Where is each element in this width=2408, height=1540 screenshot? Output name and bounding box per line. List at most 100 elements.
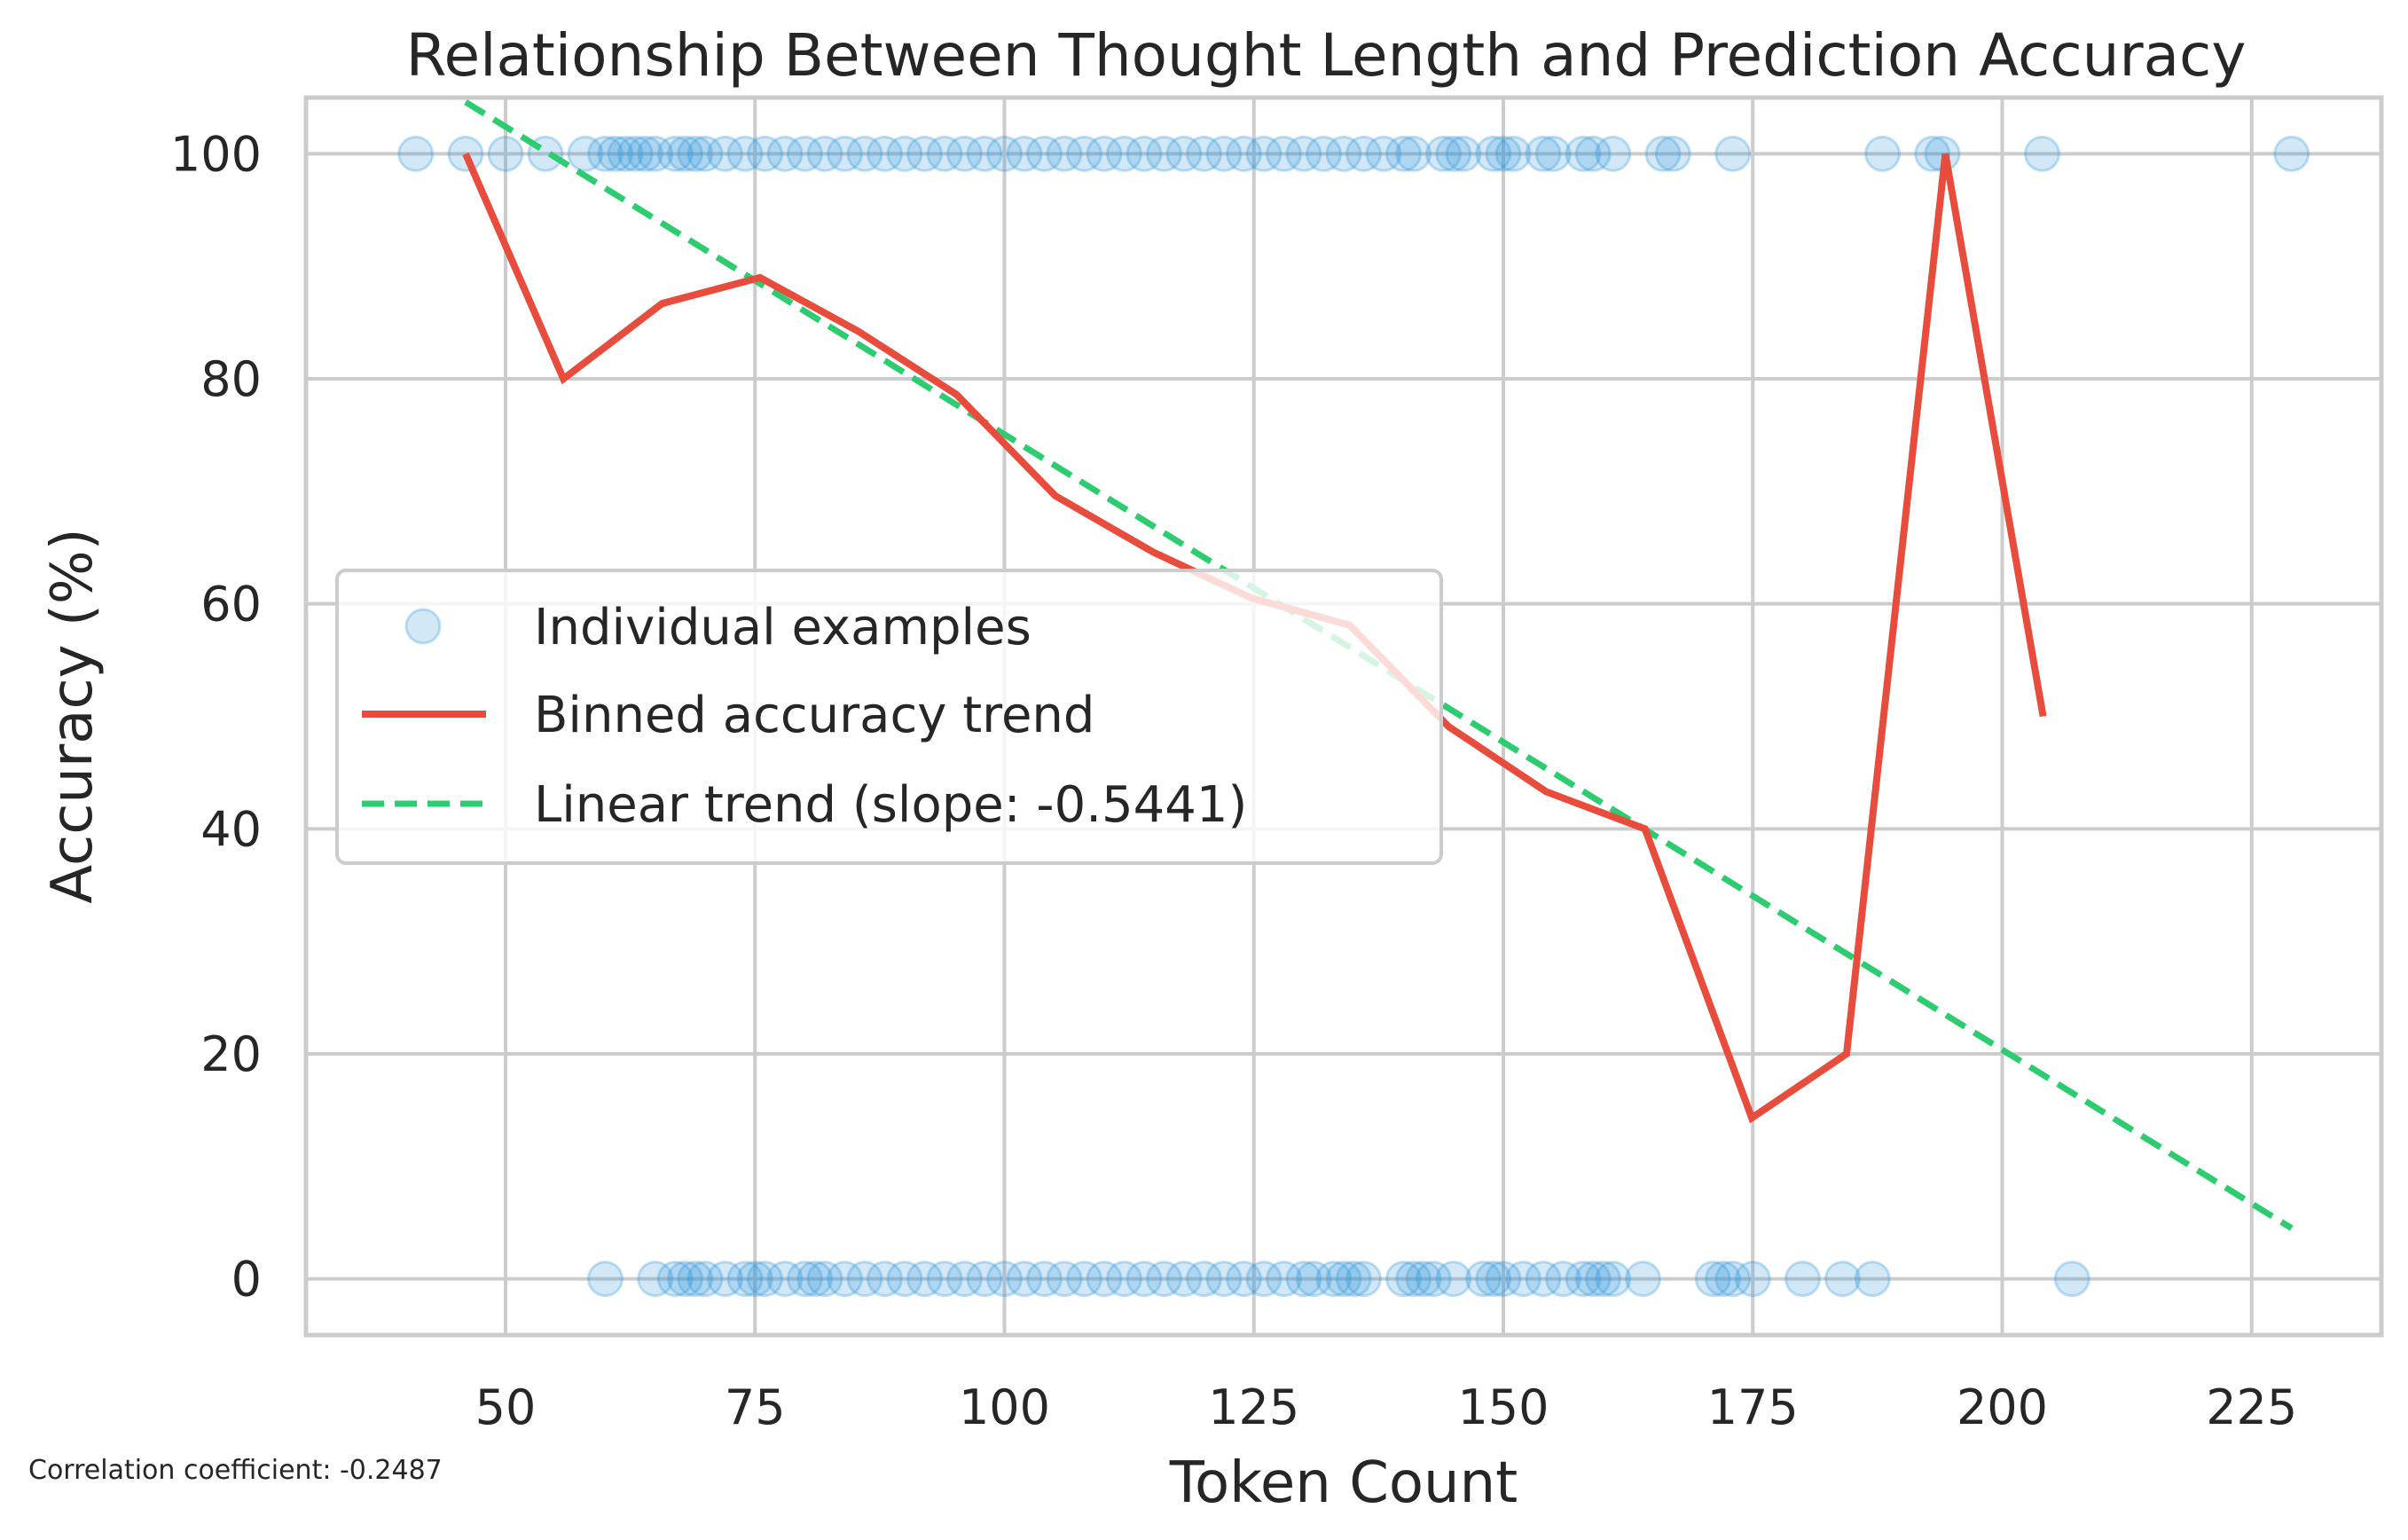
scatter-point <box>726 1261 764 1298</box>
scatter-point <box>1335 1261 1372 1298</box>
scatter-point <box>1226 135 1262 172</box>
scatter-point <box>1784 1261 1821 1298</box>
scatter-point <box>1146 1261 1182 1298</box>
scatter-point <box>667 135 703 172</box>
x-tick-label: 125 <box>1208 1379 1299 1435</box>
scatter-point <box>1734 1261 1771 1298</box>
scatter-point <box>1395 1261 1432 1298</box>
y-axis-label: Accuracy (%) <box>40 528 106 903</box>
scatter-point <box>1435 135 1472 172</box>
scatter-point <box>637 135 674 172</box>
legend-label-linear: Linear trend (slope: -0.5441) <box>534 776 1247 834</box>
scatter-point <box>487 135 524 172</box>
scatter-point <box>926 1261 963 1298</box>
scatter-point <box>1106 1261 1142 1298</box>
scatter-point <box>707 1261 743 1298</box>
scatter-point <box>867 1261 903 1298</box>
scatter-point <box>946 135 983 172</box>
x-tick-label: 50 <box>475 1379 537 1435</box>
scatter-point <box>1694 1261 1731 1298</box>
y-tick-label: 60 <box>200 577 262 632</box>
scatter-point <box>677 135 714 172</box>
scatter-point <box>1046 1261 1083 1298</box>
scatter-point <box>1226 1261 1262 1298</box>
scatter-point <box>1525 1261 1562 1298</box>
x-tick-label: 150 <box>1457 1379 1549 1435</box>
scatter-point <box>867 135 903 172</box>
scatter-point <box>787 1261 823 1298</box>
scatter-point <box>597 135 634 172</box>
scatter-point <box>656 135 694 172</box>
scatter-point <box>1485 1261 1522 1298</box>
scatter-point <box>1565 135 1602 172</box>
scatter-point <box>1066 1261 1102 1298</box>
scatter-point <box>1714 1261 1752 1298</box>
scatter-point <box>906 1261 943 1298</box>
scatter-point <box>1365 135 1402 172</box>
legend-label-binned: Binned accuracy trend <box>534 687 1094 744</box>
scatter-point <box>1245 1261 1282 1298</box>
legend-box <box>335 569 1443 865</box>
scatter-point <box>567 135 604 172</box>
scatter-point <box>1006 1261 1043 1298</box>
scatter-point <box>1385 1261 1422 1298</box>
scatter-point <box>1086 1261 1123 1298</box>
scatter-point <box>1066 135 1102 172</box>
scatter-point <box>656 1261 694 1298</box>
scatter-point <box>966 135 1003 172</box>
scatter-point <box>2024 135 2060 172</box>
scatter-point <box>1385 135 1422 172</box>
scatter-point <box>1445 135 1482 172</box>
x-tick-label: 225 <box>2206 1379 2297 1435</box>
scatter-point <box>1854 1261 1891 1298</box>
scatter-point <box>667 1261 703 1298</box>
scatter-point <box>1574 135 1612 172</box>
scatter-point <box>1475 135 1512 172</box>
scatter-point <box>766 135 804 172</box>
scatter-point <box>707 135 743 172</box>
scatter-point <box>726 135 764 172</box>
scatter-point <box>1714 135 1752 172</box>
y-tick-label: 20 <box>200 1026 262 1082</box>
scatter-point <box>1595 135 1632 172</box>
scatter-point <box>1494 135 1532 172</box>
scatter-point <box>1266 135 1302 172</box>
scatter-point <box>627 135 663 172</box>
scatter-point <box>686 135 724 172</box>
scatter-point <box>1325 1261 1362 1298</box>
scatter-point <box>1415 1261 1452 1298</box>
scatter-point <box>1086 135 1123 172</box>
scatter-point <box>986 135 1023 172</box>
x-tick-label: 100 <box>959 1379 1050 1435</box>
scatter-point <box>1186 135 1222 172</box>
scatter-point <box>796 1261 834 1298</box>
scatter-point <box>827 1261 863 1298</box>
scatter-point <box>926 135 963 172</box>
scatter-point <box>1205 1261 1243 1298</box>
scatter-point <box>1654 135 1691 172</box>
scatter-point <box>1266 1261 1302 1298</box>
scatter-point <box>587 1261 624 1298</box>
scatter-point <box>587 135 624 172</box>
scatter-point <box>1644 135 1682 172</box>
scatter-point <box>1595 1261 1632 1298</box>
scatter-point <box>1146 135 1182 172</box>
scatter-point <box>1574 1261 1612 1298</box>
y-tick-label: 100 <box>170 126 262 182</box>
scatter-point <box>1345 1261 1382 1298</box>
scatter-point <box>1245 135 1282 172</box>
scatter-point <box>736 1261 773 1298</box>
scatter-point <box>1126 135 1163 172</box>
scatter-point <box>1465 1261 1502 1298</box>
x-tick-label: 200 <box>1957 1379 2048 1435</box>
scatter-point <box>677 1261 714 1298</box>
scatter-point <box>886 135 923 172</box>
scatter-point <box>1565 1261 1602 1298</box>
scatter-point <box>1625 1261 1661 1298</box>
scatter-point <box>846 1261 883 1298</box>
scatter-point <box>747 135 783 172</box>
scatter-point <box>1405 1261 1442 1298</box>
scatter-point <box>747 1261 783 1298</box>
scatter-point <box>616 135 654 172</box>
scatter-point <box>1864 135 1901 172</box>
